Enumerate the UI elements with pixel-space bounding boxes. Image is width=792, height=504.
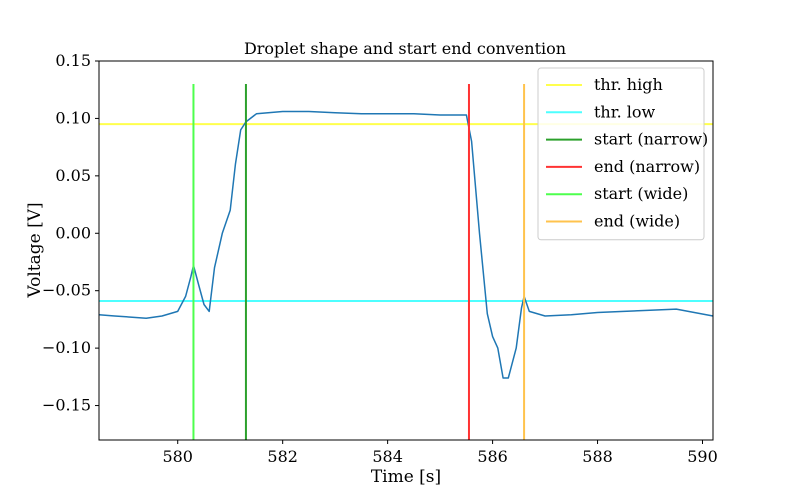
chart-title: Droplet shape and start end convention: [244, 39, 566, 58]
y-tick-label: 0.05: [55, 166, 91, 185]
legend-label: start (narrow): [594, 130, 708, 149]
y-tick-label: 0.00: [55, 223, 91, 242]
y-tick-label: −0.05: [42, 281, 91, 300]
signal-line: [98, 110, 714, 379]
x-tick-label: 584: [372, 447, 403, 466]
y-tick-label: 0.15: [55, 51, 91, 70]
legend-label: start (wide): [594, 184, 688, 203]
legend: thr. high thr. low start (narrow) end (narr…: [537, 67, 708, 241]
legend-box: [537, 67, 705, 241]
y-axis-label: Voltage [V]: [25, 202, 45, 298]
y-axis: −0.15 −0.10 −0.05 0.00 0.05 0.10 0.15: [42, 51, 99, 415]
x-axis-label: Time [s]: [371, 467, 441, 487]
plot-frame: [98, 60, 714, 441]
legend-label: end (wide): [594, 212, 680, 231]
x-tick-label: 580: [162, 447, 193, 466]
x-axis: 580 582 584 586 588 590: [162, 440, 718, 466]
x-tick-label: 588: [582, 447, 613, 466]
x-tick-label: 590: [687, 447, 718, 466]
y-tick-label: −0.15: [42, 396, 91, 415]
legend-label: thr. high: [594, 75, 663, 94]
y-tick-label: −0.10: [42, 338, 91, 357]
legend-label: thr. low: [594, 102, 656, 121]
legend-label: end (narrow): [594, 157, 700, 176]
x-tick-label: 582: [267, 447, 298, 466]
y-tick-label: 0.10: [55, 108, 91, 127]
x-tick-label: 586: [477, 447, 508, 466]
